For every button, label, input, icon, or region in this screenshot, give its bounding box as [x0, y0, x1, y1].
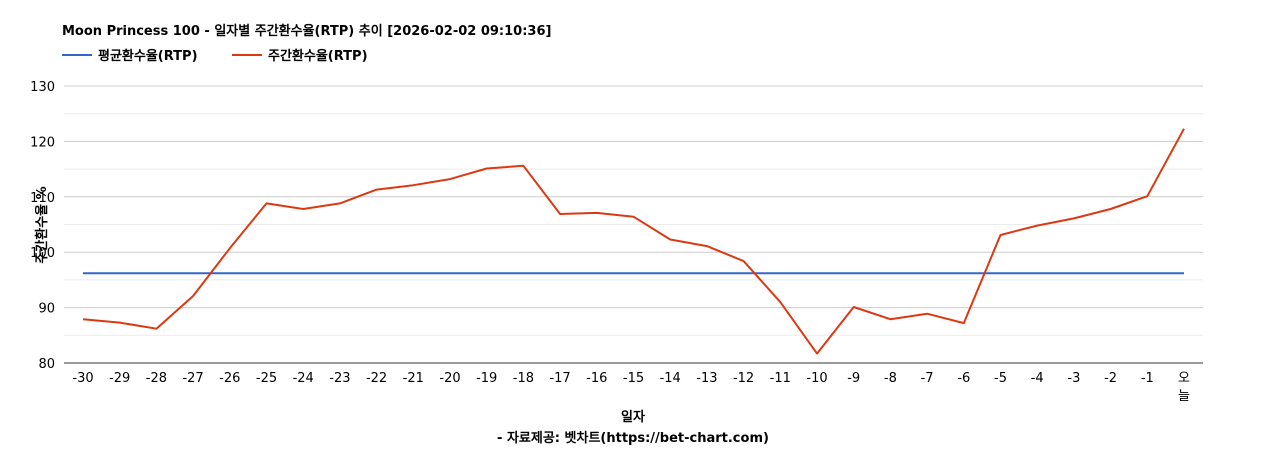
x-tick-label: -28 — [146, 371, 167, 386]
x-tick-label: -1 — [1141, 371, 1154, 386]
x-tick-label: 늘 — [1178, 389, 1190, 404]
x-tick-label: -2 — [1104, 371, 1117, 386]
x-tick-label: -7 — [921, 371, 934, 386]
x-tick-label: -14 — [660, 371, 681, 386]
gridlines — [64, 85, 1203, 364]
x-tick-label: -19 — [476, 371, 497, 386]
y-axis-ticks: 80 90 100 110 120 130 — [30, 80, 55, 372]
x-tick-label: -23 — [329, 371, 350, 386]
chart-title: Moon Princess 100 - 일자별 주간환수율(RTP) 추이 [2… — [62, 23, 551, 39]
y-tick-label: 110 — [30, 191, 55, 206]
series-line-weekly[interactable] — [82, 128, 1185, 355]
x-tick-label: -4 — [1031, 371, 1044, 386]
legend-item-weekly[interactable]: 주간환수율(RTP) — [232, 48, 368, 64]
x-tick-label: -18 — [513, 371, 534, 386]
legend-label-weekly: 주간환수율(RTP) — [268, 48, 368, 64]
x-tick-label: -16 — [586, 371, 607, 386]
y-tick-label: 80 — [38, 357, 55, 372]
x-tick-label: -8 — [884, 371, 897, 386]
x-tick-label: -22 — [366, 371, 387, 386]
y-tick-label: 90 — [38, 302, 55, 317]
legend-item-average[interactable]: 평균환수율(RTP) — [62, 48, 198, 64]
x-axis-title: 일자 — [621, 410, 645, 425]
x-tick-label: -29 — [109, 371, 130, 386]
x-tick-label: -27 — [182, 371, 203, 386]
legend: 평균환수율(RTP) 주간환수율(RTP) — [62, 48, 368, 64]
x-tick-label: -11 — [770, 371, 791, 386]
x-tick-label: -12 — [733, 371, 754, 386]
y-tick-label: 120 — [30, 135, 55, 150]
x-tick-label: -15 — [623, 371, 644, 386]
x-tick-label: -17 — [549, 371, 570, 386]
x-tick-label: -24 — [293, 371, 314, 386]
x-tick-label: -26 — [219, 371, 240, 386]
x-tick-label: -21 — [403, 371, 424, 386]
x-tick-label: -3 — [1067, 371, 1080, 386]
y-tick-label: 130 — [30, 80, 55, 95]
x-tick-label: -30 — [72, 371, 93, 386]
x-tick-label: -13 — [696, 371, 717, 386]
legend-label-average: 평균환수율(RTP) — [98, 48, 198, 64]
x-axis-ticks: -30 -29 -28 -27 -26 -25 -24 -23 -22 -21 -20 -19 -18-… — [72, 371, 1190, 404]
x-tick-label: -9 — [847, 371, 860, 386]
series-lines — [82, 128, 1185, 355]
x-tick-label: -6 — [957, 371, 970, 386]
x-tick-label: -10 — [806, 371, 827, 386]
x-tick-label: 오 — [1178, 371, 1190, 386]
x-tick-label: -25 — [256, 371, 277, 386]
data-source-credit: - 자료제공: 벳차트(https://bet-chart.com) — [497, 430, 769, 446]
y-tick-label: 100 — [30, 246, 55, 261]
x-tick-label: -20 — [439, 371, 460, 386]
y-axis-title: 주간환수율 % — [34, 186, 50, 263]
x-tick-label: -5 — [994, 371, 1007, 386]
